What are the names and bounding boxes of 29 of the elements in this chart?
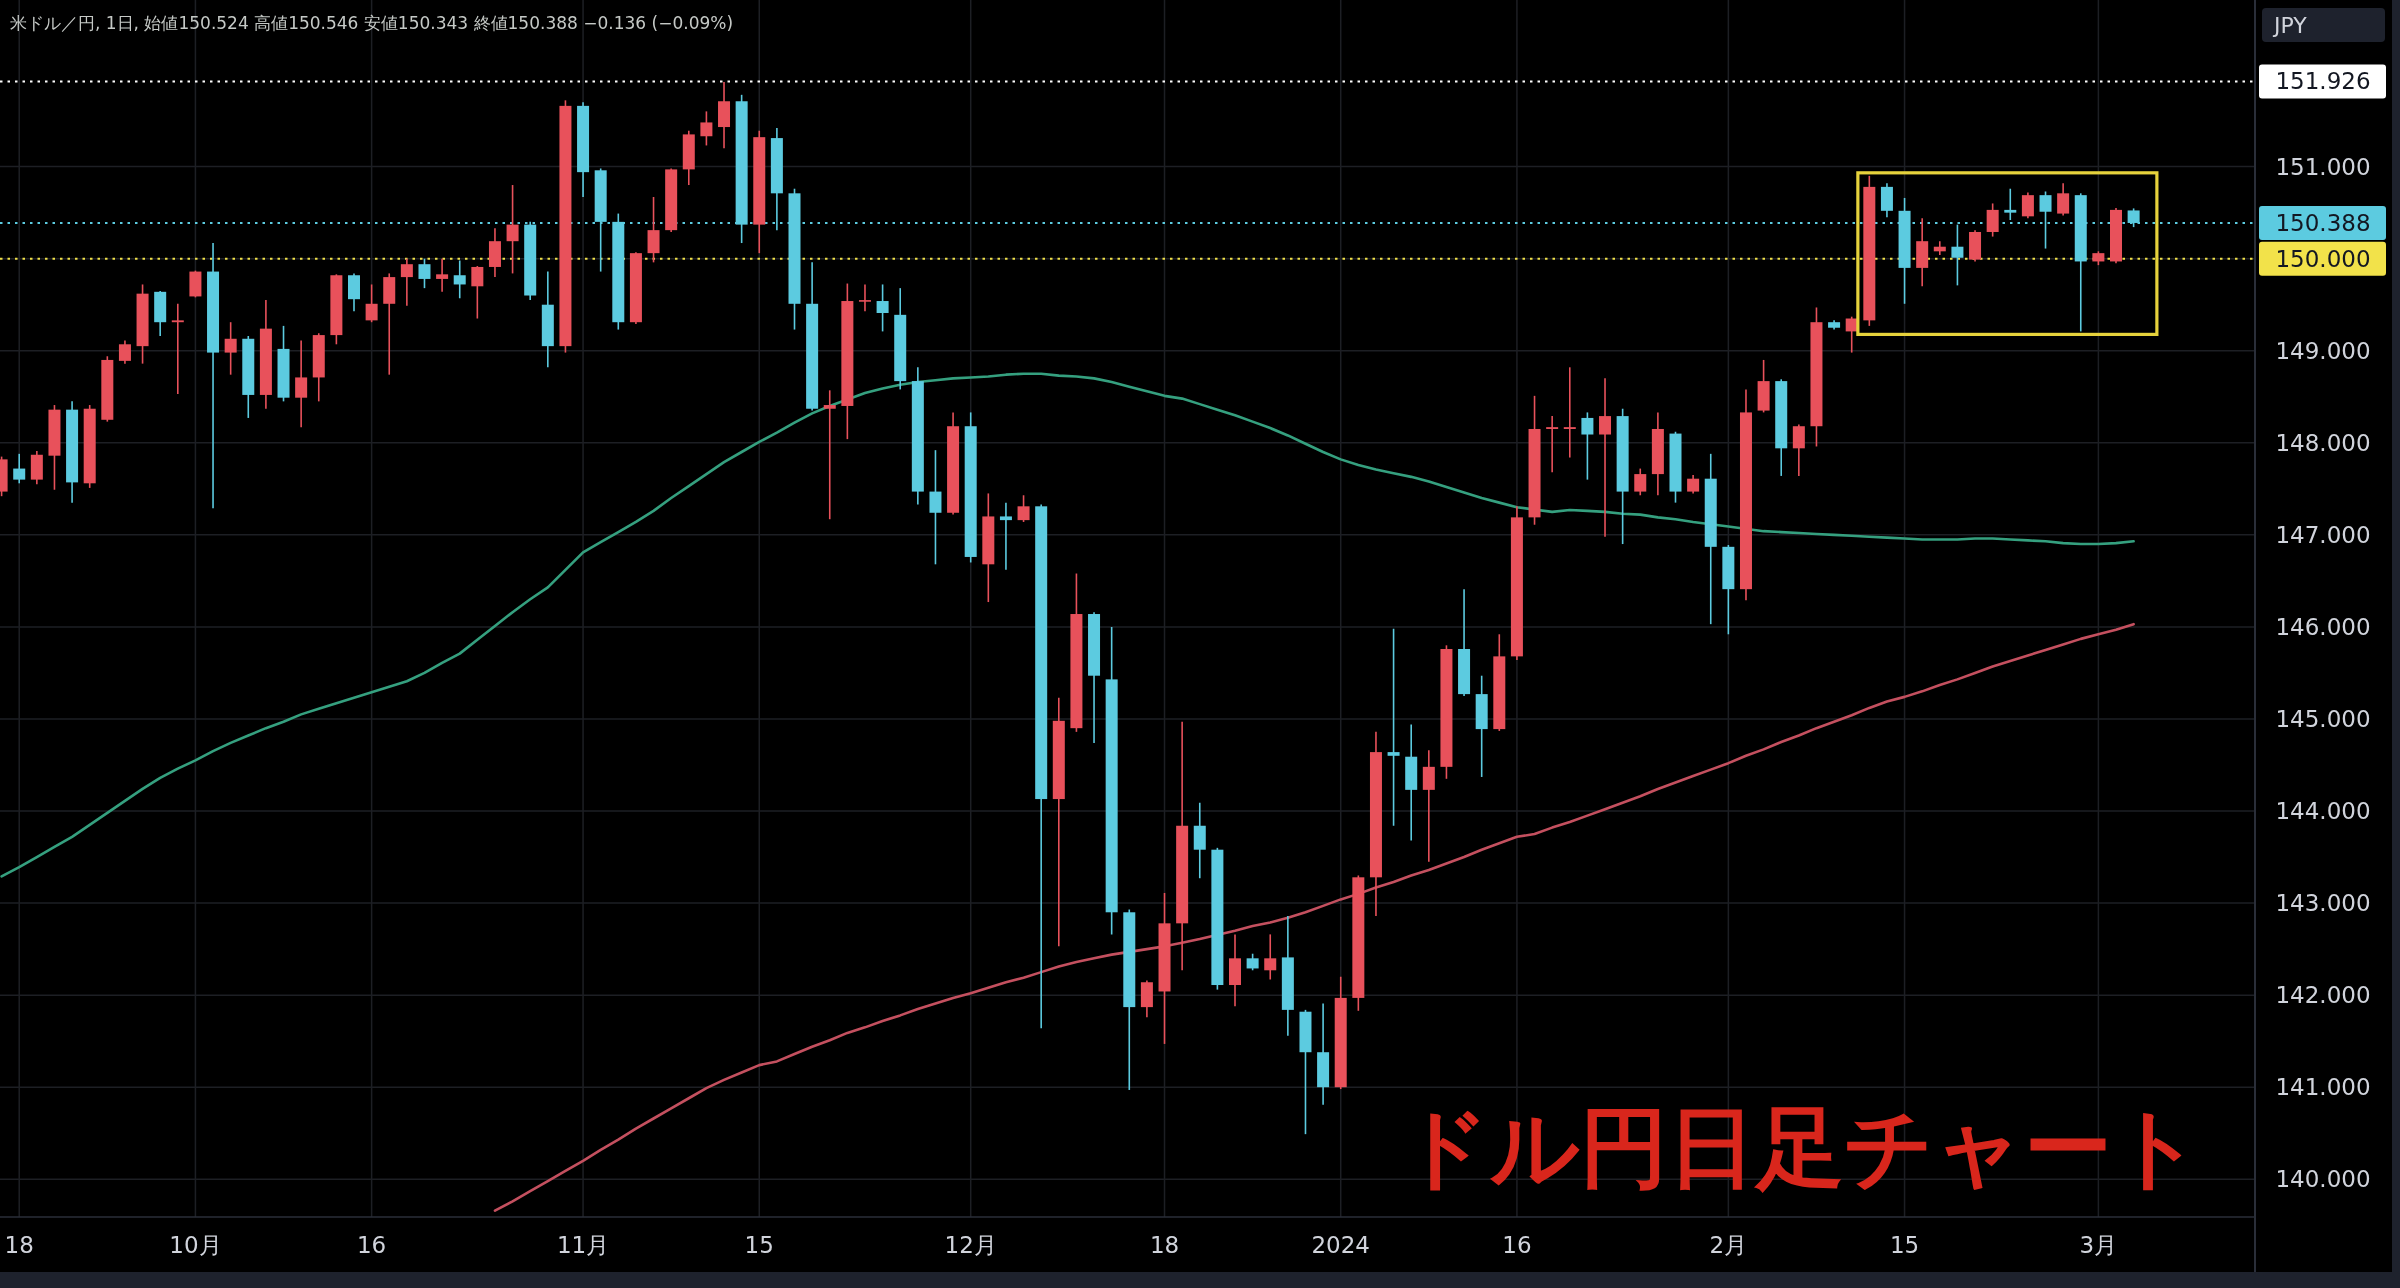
x-tick-label: 3月	[2079, 1232, 2118, 1258]
y-label-text: JPY	[2274, 13, 2307, 38]
x-tick-label: 16	[357, 1232, 387, 1258]
y-tick-label: 149.000	[2275, 337, 2371, 364]
x-tick-label: 15	[744, 1232, 774, 1258]
y-tick-label: 141.000	[2275, 1074, 2371, 1101]
y-tick-label: 140.000	[2275, 1166, 2371, 1193]
y-tick-label: 144.000	[2275, 798, 2371, 825]
x-tick-label: 16	[1502, 1232, 1532, 1258]
x-tick-label: 2024	[1311, 1232, 1370, 1258]
title: 米ドル／円, 1日, 始値150.524 高値150.546 安値150.343 終値150.388 −0.136 (−0.09%)	[10, 13, 734, 33]
y-tick-label: 143.000	[2275, 890, 2371, 917]
x-tick-label: 18	[1149, 1232, 1180, 1258]
x-tick-label: 12月	[944, 1232, 997, 1258]
x-tick-label: 18	[4, 1232, 34, 1258]
x-tick-label: 11月	[556, 1232, 610, 1258]
ref-label-text: 150.000	[2275, 245, 2371, 272]
y-tick-label: 148.000	[2275, 429, 2371, 456]
ref-label-text: 150.388	[2275, 209, 2371, 236]
y-tick-label: 142.000	[2275, 982, 2371, 1009]
y-tick-label: 151.000	[2275, 153, 2371, 180]
x-tick-label: 2月	[1709, 1232, 1748, 1258]
x-tick-label: 10月	[169, 1232, 222, 1258]
y-tick-label: 145.000	[2275, 705, 2371, 732]
ref-label-text: 151.926	[2275, 68, 2371, 95]
x-tick-label: 15	[1889, 1232, 1920, 1258]
annotation: ドル円日足チャート	[1400, 1096, 2202, 1199]
y-tick-label: 146.000	[2275, 613, 2371, 640]
y-tick-label: 147.000	[2275, 521, 2371, 548]
